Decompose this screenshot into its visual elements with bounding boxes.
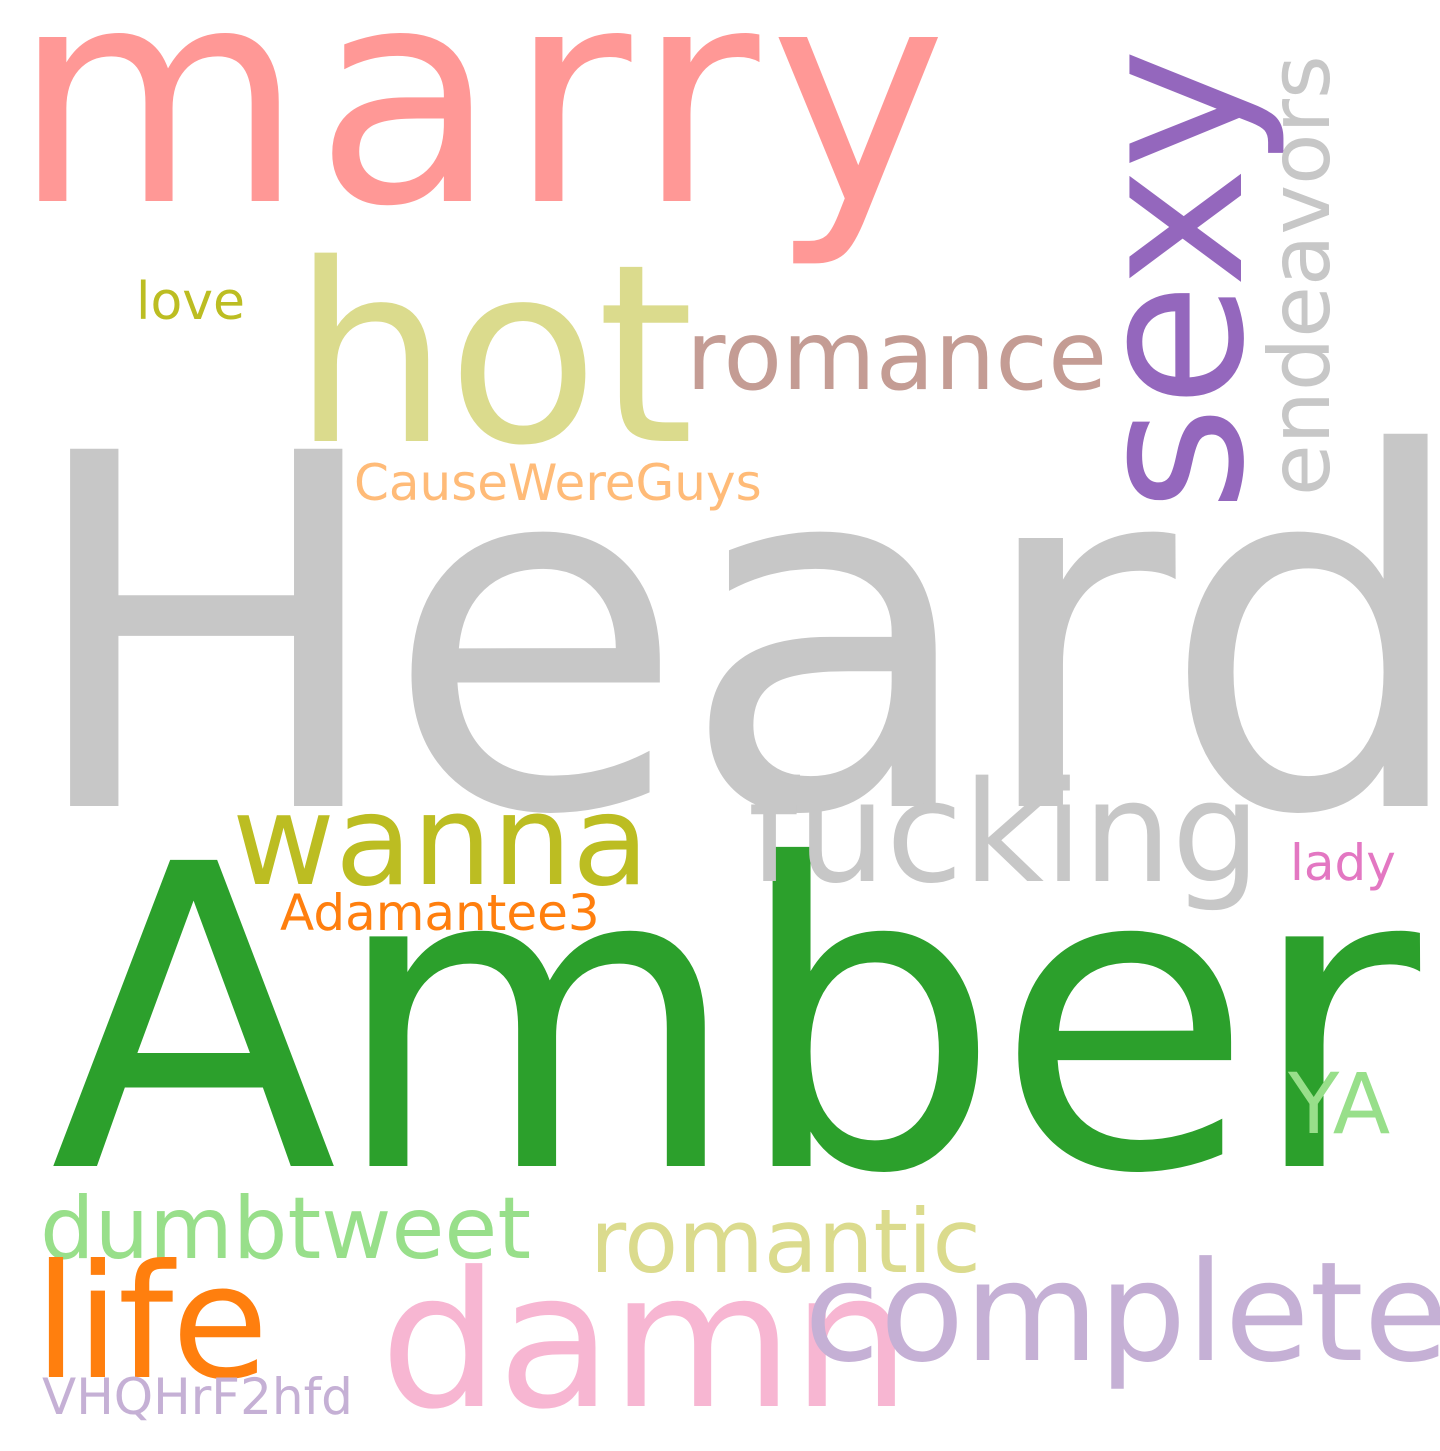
word-fucking: fucking	[748, 752, 1261, 915]
word-ya: YA	[1288, 1055, 1391, 1153]
word-causewereguys: CauseWereGuys	[354, 454, 762, 512]
word-damn: damn	[380, 1232, 911, 1451]
word-lady: lady	[1290, 834, 1396, 892]
word-heard: Heard	[22, 351, 1440, 922]
word-marry: marry	[12, 0, 958, 272]
word-love: love	[136, 272, 246, 332]
word-adamantee3: Adamantee3	[280, 884, 600, 942]
word-sexy: sexy	[1053, 50, 1290, 512]
word-romance: romance	[686, 300, 1108, 412]
word-life: life	[34, 1231, 269, 1415]
word-romantic: romantic	[590, 1190, 981, 1293]
word-hot: hot	[292, 212, 694, 500]
word-vhqhrf2hfd: VHQHrF2hfd	[42, 1368, 353, 1426]
word-complete: complete	[804, 1232, 1440, 1393]
word-amber: Amber	[50, 777, 1420, 1266]
word-dumbtweet: dumbtweet	[40, 1179, 532, 1279]
word-wanna: wanna	[232, 767, 650, 914]
word-endeavors: endeavors	[1251, 55, 1349, 496]
